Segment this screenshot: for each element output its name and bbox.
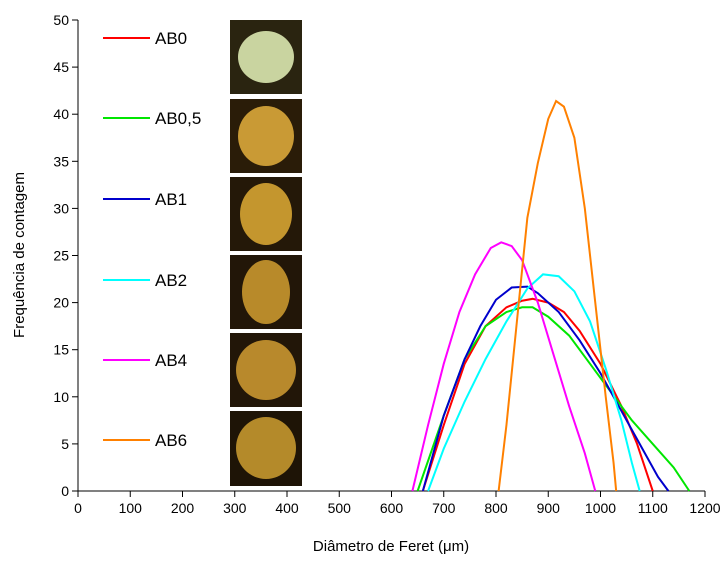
y-tick-label: 20: [53, 295, 69, 311]
series-line: [427, 273, 641, 492]
y-axis-label: Frequência de contagem: [11, 172, 28, 338]
series-line: [416, 306, 691, 492]
x-tick-label: 600: [380, 500, 404, 516]
series-line: [411, 241, 597, 492]
legend-label: AB6: [155, 431, 187, 450]
y-tick-label: 40: [53, 106, 69, 122]
legend-label: AB0: [155, 29, 187, 48]
particle: [236, 340, 296, 400]
x-tick-label: 800: [484, 500, 508, 516]
x-tick-label: 900: [537, 500, 561, 516]
y-tick-label: 5: [61, 436, 69, 452]
y-tick-label: 35: [53, 153, 69, 169]
particle: [240, 183, 292, 245]
y-tick-label: 50: [53, 12, 69, 28]
particle: [238, 106, 294, 166]
x-tick-label: 700: [432, 500, 456, 516]
x-tick-label: 200: [171, 500, 195, 516]
particle: [238, 31, 294, 83]
legend-label: AB2: [155, 271, 187, 290]
y-tick-label: 30: [53, 200, 69, 216]
x-tick-label: 1100: [638, 500, 668, 516]
y-tick-label: 15: [53, 342, 69, 358]
y-tick-label: 25: [53, 248, 69, 264]
legend-label: AB0,5: [155, 109, 201, 128]
y-tick-label: 45: [53, 59, 69, 75]
series-line: [421, 285, 670, 492]
x-tick-label: 400: [275, 500, 299, 516]
legend-label: AB1: [155, 190, 187, 209]
x-tick-label: 100: [119, 500, 143, 516]
y-tick-label: 10: [53, 389, 69, 405]
particle-images: [230, 20, 302, 486]
x-axis-label: Diâmetro de Feret (μm): [313, 538, 469, 555]
x-tick-label: 500: [328, 500, 352, 516]
legend-label: AB4: [155, 351, 187, 370]
series-line: [497, 99, 618, 492]
x-tick-label: 0: [74, 500, 82, 516]
y-tick-label: 0: [61, 483, 69, 499]
x-tick-label: 1200: [689, 500, 720, 516]
particle: [242, 260, 290, 324]
x-tick-label: 1000: [585, 500, 616, 516]
series-line: [421, 297, 654, 492]
particle: [236, 417, 296, 479]
x-tick-label: 300: [223, 500, 247, 516]
